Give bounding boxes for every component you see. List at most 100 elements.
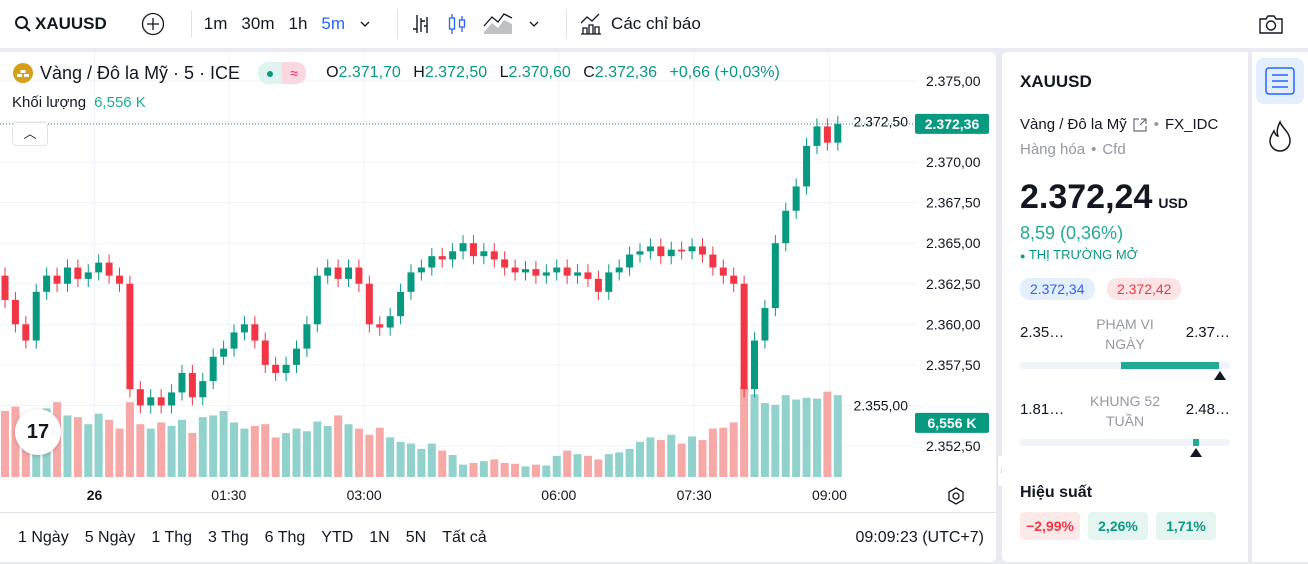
range-5d[interactable]: 5 Ngày bbox=[84, 528, 136, 546]
volume-bar bbox=[438, 450, 447, 477]
volume-bar bbox=[646, 437, 655, 477]
candle-body bbox=[792, 186, 800, 211]
candle-body bbox=[428, 256, 436, 268]
candle-body bbox=[365, 283, 373, 325]
time-axis[interactable]: 26 01:30 03:00 06:00 07:30 09:00 bbox=[87, 487, 847, 503]
volume-bar bbox=[157, 422, 166, 477]
market-open-dot-icon: ● bbox=[258, 62, 283, 84]
week52-low: 1.81… bbox=[1020, 401, 1065, 418]
volume-bar bbox=[740, 387, 749, 477]
panel-name[interactable]: Vàng / Đô la Mỹ bbox=[1020, 116, 1127, 133]
volume-bar bbox=[469, 462, 478, 477]
indicators-button[interactable]: Các chỉ báo bbox=[579, 12, 701, 36]
volume-bar bbox=[729, 422, 738, 477]
price-tick-label: 2.365,00 bbox=[926, 235, 981, 251]
bars-style-button[interactable] bbox=[410, 12, 432, 36]
candle-body bbox=[511, 267, 519, 273]
candle-body bbox=[782, 210, 790, 244]
perf-1m[interactable]: 2,26% bbox=[1088, 512, 1148, 540]
candle-body bbox=[188, 372, 196, 398]
indicators-icon bbox=[580, 13, 602, 35]
candle-body bbox=[626, 254, 634, 268]
time-tick-label: 26 bbox=[87, 487, 103, 503]
compare-button[interactable] bbox=[141, 12, 165, 36]
time-tick-label: 09:00 bbox=[812, 487, 847, 503]
tradingview-logo[interactable]: 17 bbox=[15, 409, 61, 455]
volume-bar bbox=[792, 399, 801, 477]
symbol-details-panel: XAUUSD Vàng / Đô la Mỹ • FX_IDC Hàng hóa… bbox=[1002, 52, 1248, 562]
volume-bar bbox=[500, 462, 509, 477]
range-5y[interactable]: 5N bbox=[405, 528, 427, 546]
range-1d[interactable]: 1 Ngày bbox=[18, 528, 69, 546]
open-label: O bbox=[326, 64, 339, 81]
candle-body bbox=[251, 324, 259, 341]
range-6m[interactable]: 6 Thg bbox=[264, 528, 306, 546]
interval-dropdown[interactable] bbox=[359, 20, 371, 28]
candle-body bbox=[292, 348, 300, 365]
volume-bar bbox=[292, 428, 301, 477]
volume-bar bbox=[146, 428, 155, 477]
divider bbox=[397, 10, 399, 38]
area-style-button[interactable] bbox=[482, 12, 514, 36]
candle-body bbox=[324, 267, 332, 276]
volume-bar bbox=[448, 455, 457, 477]
divider bbox=[566, 10, 568, 38]
interval-1m[interactable]: 1m bbox=[203, 14, 228, 33]
candle-body bbox=[751, 340, 759, 390]
volume-bar bbox=[594, 459, 603, 477]
chevron-down-icon bbox=[360, 21, 370, 27]
bid-chip: 2.372,34 bbox=[1020, 278, 1095, 300]
external-link-icon[interactable] bbox=[1132, 117, 1148, 133]
gear-icon bbox=[948, 487, 964, 505]
volume-bar bbox=[552, 455, 561, 477]
candles-style-button[interactable] bbox=[446, 12, 468, 36]
hotlists-button[interactable] bbox=[1266, 120, 1294, 159]
low-label: L bbox=[499, 64, 509, 81]
chart-style-dropdown[interactable] bbox=[528, 20, 540, 28]
symbol-label: XAUUSD bbox=[35, 14, 107, 33]
symbol-search[interactable]: XAUUSD bbox=[14, 14, 107, 34]
panel-exchange: FX_IDC bbox=[1164, 116, 1219, 133]
volume-bar bbox=[719, 427, 728, 477]
chart-pane[interactable]: 2.375,00 2.372,50 2.370,00 2.367,50 2.365,00… bbox=[0, 52, 996, 562]
snapshot-button[interactable] bbox=[1258, 13, 1284, 35]
volume-tag-label: 6,556 K bbox=[927, 415, 976, 431]
close-value: 2.372,36 bbox=[594, 64, 658, 81]
volume-bar bbox=[63, 415, 72, 477]
perf-1w[interactable]: −2,99% bbox=[1020, 512, 1080, 540]
collapse-legend-button[interactable]: ︿ bbox=[12, 122, 48, 146]
volume-bar bbox=[209, 415, 218, 477]
close-label: C bbox=[583, 64, 595, 81]
week52-label: KHUNG 52 TUẦN bbox=[1089, 393, 1161, 429]
time-tick-label: 07:30 bbox=[677, 487, 712, 503]
chart-settings-button[interactable] bbox=[946, 486, 966, 511]
candle-body bbox=[615, 267, 623, 273]
range-1m[interactable]: 1 Thg bbox=[151, 528, 193, 546]
range-3m[interactable]: 3 Thg bbox=[208, 528, 249, 546]
interval-1h[interactable]: 1h bbox=[288, 14, 308, 33]
volume-bar bbox=[105, 419, 114, 477]
volume-bar bbox=[511, 463, 520, 477]
perf-3m[interactable]: 1,71% bbox=[1156, 512, 1216, 540]
range-ytd[interactable]: YTD bbox=[321, 528, 354, 546]
volume-bar bbox=[261, 424, 270, 477]
low-value: 2.370,60 bbox=[508, 64, 571, 81]
range-all[interactable]: Tất cả bbox=[442, 528, 487, 546]
price-tick-label: 2.367,50 bbox=[926, 195, 981, 211]
candle-body bbox=[834, 123, 842, 143]
interval-30m[interactable]: 30m bbox=[241, 14, 275, 33]
week52-range-bar bbox=[1020, 439, 1230, 457]
clock[interactable]: 09:09:23 (UTC+7) bbox=[855, 528, 984, 546]
range-1y[interactable]: 1N bbox=[369, 528, 390, 546]
interval-5m[interactable]: 5m bbox=[321, 14, 346, 33]
volume-label: Khối lượng bbox=[12, 94, 87, 111]
candle-body bbox=[147, 397, 155, 406]
candle-body bbox=[126, 283, 134, 390]
status-pill[interactable]: ● ≈ bbox=[258, 62, 307, 84]
watchlist-details-button[interactable] bbox=[1256, 58, 1304, 104]
last-price-tag bbox=[915, 113, 989, 134]
candle-body bbox=[469, 243, 477, 257]
price-axis[interactable]: 2.375,00 2.372,50 2.370,00 2.367,50 2.365,00… bbox=[854, 73, 990, 454]
volume-bar bbox=[427, 443, 436, 477]
price-chart[interactable]: 2.375,00 2.372,50 2.370,00 2.367,50 2.365,00… bbox=[0, 52, 996, 512]
